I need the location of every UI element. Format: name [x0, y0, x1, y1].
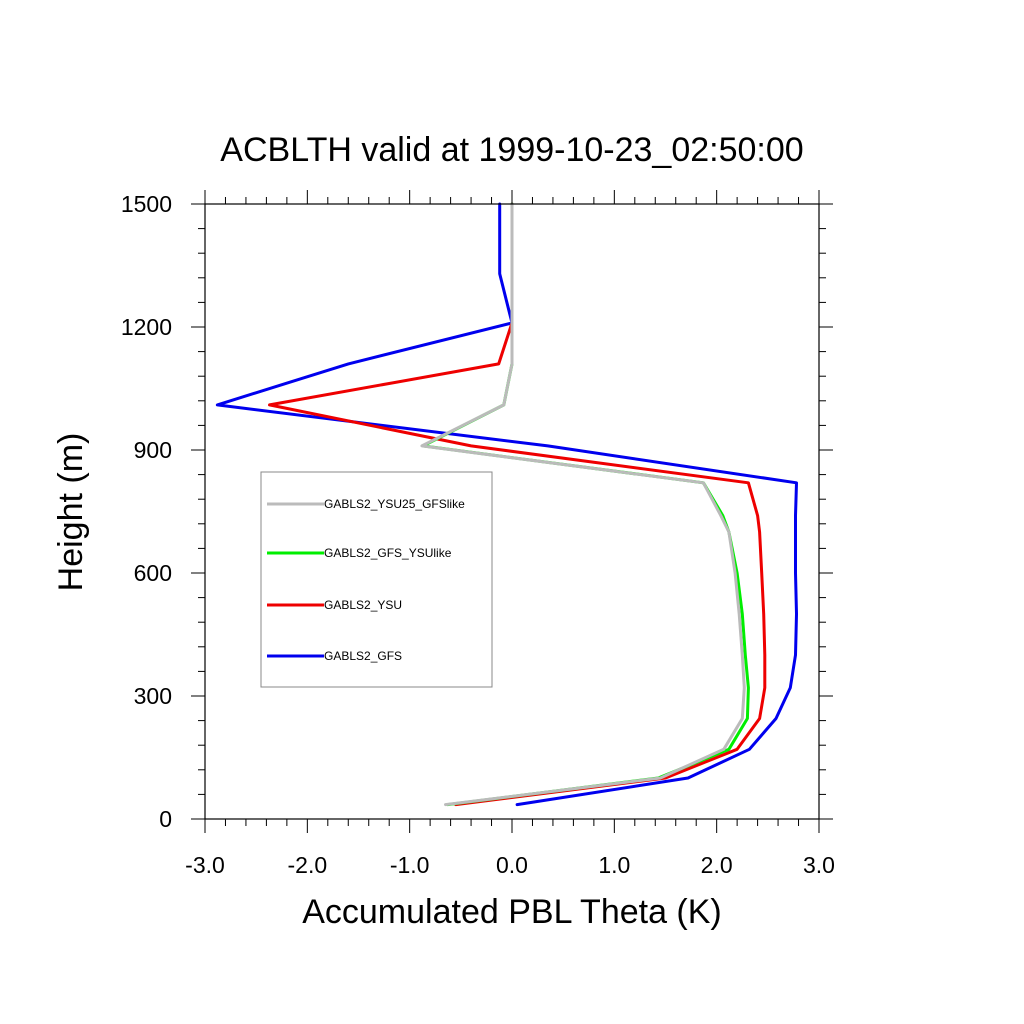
x-tick-label: -3.0: [185, 852, 225, 878]
x-tick-label: 3.0: [803, 852, 835, 878]
tick-marks: [191, 190, 833, 833]
x-tick-label: -2.0: [288, 852, 328, 878]
x-tick-label: 1.0: [598, 852, 630, 878]
x-axis-label: Accumulated PBL Theta (K): [302, 893, 722, 931]
legend-label-0: GABLS2_YSU25_GFSlike: [324, 497, 465, 511]
y-tick-label: 600: [134, 560, 172, 586]
y-tick-labels: 0 300 600 900 1200 1500: [121, 191, 172, 832]
legend-label-2: GABLS2_YSU: [324, 598, 402, 612]
y-tick-label: 1500: [121, 191, 172, 217]
y-tick-label: 300: [134, 683, 172, 709]
series-line-2: [268, 202, 767, 807]
plot-frame: [204, 203, 820, 820]
x-tick-label: -1.0: [390, 852, 430, 878]
legend-box: [260, 471, 493, 688]
chart-title: ACBLTH valid at 1999-10-23_02:50:00: [220, 131, 803, 169]
legend: GABLS2_YSU25_GFSlike GABLS2_GFS_YSUlike GA…: [260, 471, 493, 688]
x-tick-labels: -3.0 -2.0 -1.0 0.0 1.0 2.0 3.0: [185, 852, 835, 878]
x-tick-label: 0.0: [496, 852, 528, 878]
y-tick-label: 1200: [121, 314, 172, 340]
legend-label-1: GABLS2_GFS_YSUlike: [324, 546, 452, 560]
y-tick-label: 900: [134, 437, 172, 463]
y-tick-label: 0: [159, 806, 172, 832]
x-tick-label: 2.0: [701, 852, 733, 878]
series-line-0: [420, 202, 746, 807]
legend-label-3: GABLS2_GFS: [324, 649, 402, 663]
y-axis-label: Height (m): [52, 433, 90, 592]
series-line-3: [215, 202, 798, 807]
series-layer: [215, 202, 798, 807]
